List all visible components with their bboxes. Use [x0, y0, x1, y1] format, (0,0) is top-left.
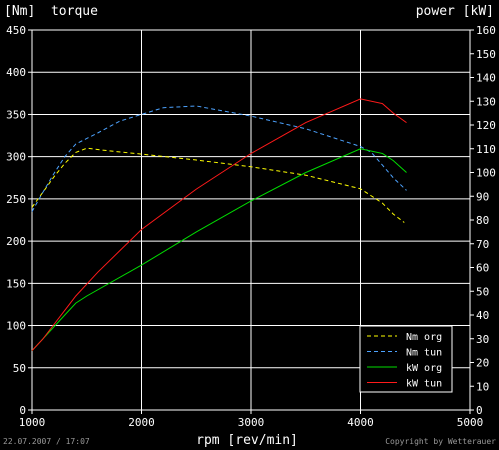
series-line-nm-tun: [31, 105, 407, 212]
y-right-tick-label: 80: [476, 214, 489, 227]
legend-label: Nm org: [406, 332, 442, 343]
y-left-tick-label: 150: [6, 277, 26, 290]
y-right-tick-label: 40: [476, 309, 489, 322]
y-right-tick-label: 110: [476, 143, 496, 156]
legend-label: kW org: [406, 363, 442, 374]
series-line-kw-org: [31, 148, 407, 351]
series-line-kw-tun: [31, 98, 407, 351]
x-axis-label: rpm [rev/min]: [196, 433, 298, 448]
left-axis-label: [Nm] torque: [4, 4, 98, 19]
y-left-tick-label: 200: [6, 235, 26, 248]
grid: [31, 29, 471, 411]
y-right-tick-label: 140: [476, 72, 496, 85]
legend: Nm org Nm tun kW org kW tun: [359, 325, 453, 393]
y-right-tick-label: 70: [476, 238, 489, 251]
x-tick-label: 4000: [347, 416, 374, 429]
y-right-tick-label: 30: [476, 333, 489, 346]
x-tick-label: 2000: [128, 416, 155, 429]
y-left-tick-label: 100: [6, 320, 26, 333]
y-right-tick-label: 150: [476, 48, 496, 61]
y-left-tick-label: 450: [6, 24, 26, 37]
y-right-tick-label: 20: [476, 357, 489, 370]
right-axis-label: power [kW]: [416, 4, 494, 19]
y-left-tick-label: 350: [6, 108, 26, 121]
y-right-tick-label: 160: [476, 24, 496, 37]
y-right-tick-label: 10: [476, 380, 489, 393]
y-left-tick-label: 0: [19, 404, 26, 417]
y-right-tick-label: 120: [476, 119, 496, 132]
y-right-tick-label: 90: [476, 190, 489, 203]
series-group: [31, 98, 407, 351]
y-right-tick-label: 130: [476, 95, 496, 108]
y-left-tick-label: 50: [13, 362, 26, 375]
y-right-tick-label: 60: [476, 262, 489, 275]
x-tick-label: 1000: [19, 416, 46, 429]
x-tick-label: 5000: [457, 416, 484, 429]
timestamp: 22.07.2007 / 17:07: [3, 437, 90, 446]
y-left-tick-label: 300: [6, 151, 26, 164]
legend-box: [359, 325, 453, 393]
y-right-tick-label: 50: [476, 285, 489, 298]
axis-ticks: 1000 2000 3000 4000 500005010015020025030035…: [6, 24, 496, 429]
copyright: Copyright by Wetterauer: [385, 437, 496, 446]
legend-label: Nm tun: [406, 348, 442, 359]
y-right-tick-label: 100: [476, 167, 496, 180]
series-line-nm-org: [31, 147, 405, 223]
y-left-tick-label: 250: [6, 193, 26, 206]
x-tick-label: 3000: [238, 416, 265, 429]
y-left-tick-label: 400: [6, 66, 26, 79]
legend-label: kW tun: [406, 379, 442, 390]
y-right-tick-label: 0: [476, 404, 483, 417]
